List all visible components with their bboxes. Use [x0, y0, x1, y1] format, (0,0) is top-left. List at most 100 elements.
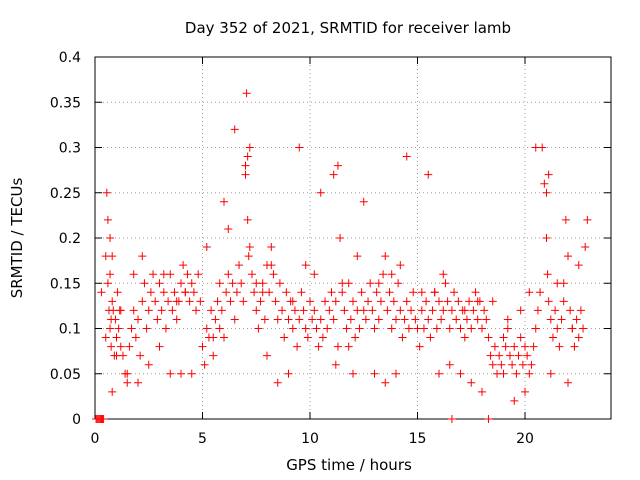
data-point [310, 306, 319, 315]
data-point [333, 342, 342, 351]
data-point [398, 333, 407, 342]
data-point [486, 351, 495, 360]
data-point [505, 351, 514, 360]
data-point [407, 306, 416, 315]
data-point [471, 288, 480, 297]
data-point [250, 288, 259, 297]
data-point [123, 378, 132, 387]
data-point [107, 342, 116, 351]
data-point [108, 387, 117, 396]
data-point [316, 188, 325, 197]
data-point [189, 288, 198, 297]
data-point [134, 315, 142, 324]
data-point [344, 279, 353, 288]
data-point [533, 306, 542, 315]
data-point [220, 333, 228, 342]
data-point [581, 243, 590, 252]
data-point [187, 369, 196, 378]
data-point [435, 297, 443, 306]
data-point [125, 342, 134, 351]
x-tick-label: 0 [91, 431, 100, 447]
data-point [484, 415, 493, 423]
data-point [301, 261, 310, 270]
data-point [503, 324, 512, 333]
data-point [467, 378, 476, 387]
data-point [428, 306, 437, 315]
data-point [370, 369, 379, 378]
data-point [381, 378, 390, 387]
x-axis-label: GPS time / hours [286, 456, 412, 474]
data-point [310, 270, 319, 279]
data-point [579, 324, 588, 333]
data-point [267, 243, 276, 252]
data-point [316, 315, 325, 324]
data-point [278, 306, 287, 315]
data-point [241, 170, 250, 179]
data-point [544, 297, 553, 306]
data-point [366, 279, 375, 288]
data-point [108, 297, 117, 306]
data-point [106, 324, 115, 333]
data-point [460, 333, 469, 342]
data-point [101, 333, 110, 342]
data-point [349, 297, 357, 306]
data-point [202, 243, 211, 252]
data-point [303, 333, 312, 342]
data-point [559, 297, 568, 306]
data-point [301, 324, 310, 333]
data-point [260, 315, 269, 324]
data-point [181, 288, 190, 297]
data-point [353, 252, 362, 261]
data-point [340, 306, 349, 315]
data-point [387, 270, 396, 279]
data-point [103, 215, 112, 224]
data-point [172, 315, 181, 324]
data-point [396, 306, 405, 315]
data-point [113, 288, 122, 297]
data-point [192, 306, 201, 315]
data-point [129, 270, 138, 279]
data-point [542, 188, 551, 197]
data-point [146, 288, 155, 297]
data-point [232, 288, 241, 297]
data-point [419, 324, 428, 333]
data-point [445, 360, 454, 369]
data-point [288, 297, 297, 306]
data-point [295, 315, 304, 324]
data-point [275, 279, 284, 288]
data-point [543, 270, 552, 279]
data-point [555, 342, 564, 351]
data-point [424, 170, 433, 179]
data-point [338, 288, 347, 297]
tick-layer: 0 0.05 0.1 0.15 0.2 0.25 0.3 0.35 0.4 0 5 10 15 20 [50, 50, 611, 447]
data-point [288, 324, 297, 333]
data-point [379, 270, 388, 279]
data-point [561, 215, 570, 224]
data-point [503, 315, 512, 324]
data-point [568, 324, 577, 333]
data-point [116, 306, 125, 315]
data-point [103, 279, 112, 288]
data-point [323, 324, 332, 333]
data-point [355, 324, 364, 333]
data-point [359, 197, 368, 206]
data-point [198, 342, 207, 351]
data-point [570, 342, 579, 351]
data-point [546, 369, 555, 378]
data-point [531, 143, 540, 152]
grid-layer [95, 57, 611, 419]
data-point [361, 315, 370, 324]
y-tick-label: 0.4 [59, 50, 81, 66]
data-point [516, 333, 525, 342]
data-point [112, 351, 121, 360]
data-point [112, 333, 121, 342]
data-point [439, 270, 448, 279]
data-point [293, 342, 302, 351]
y-tick-label: 0.25 [50, 186, 81, 202]
data-point [447, 415, 456, 423]
data-point [447, 306, 456, 315]
data-point [312, 324, 321, 333]
data-point [230, 125, 239, 134]
data-point [136, 351, 145, 360]
data-point [108, 252, 117, 261]
